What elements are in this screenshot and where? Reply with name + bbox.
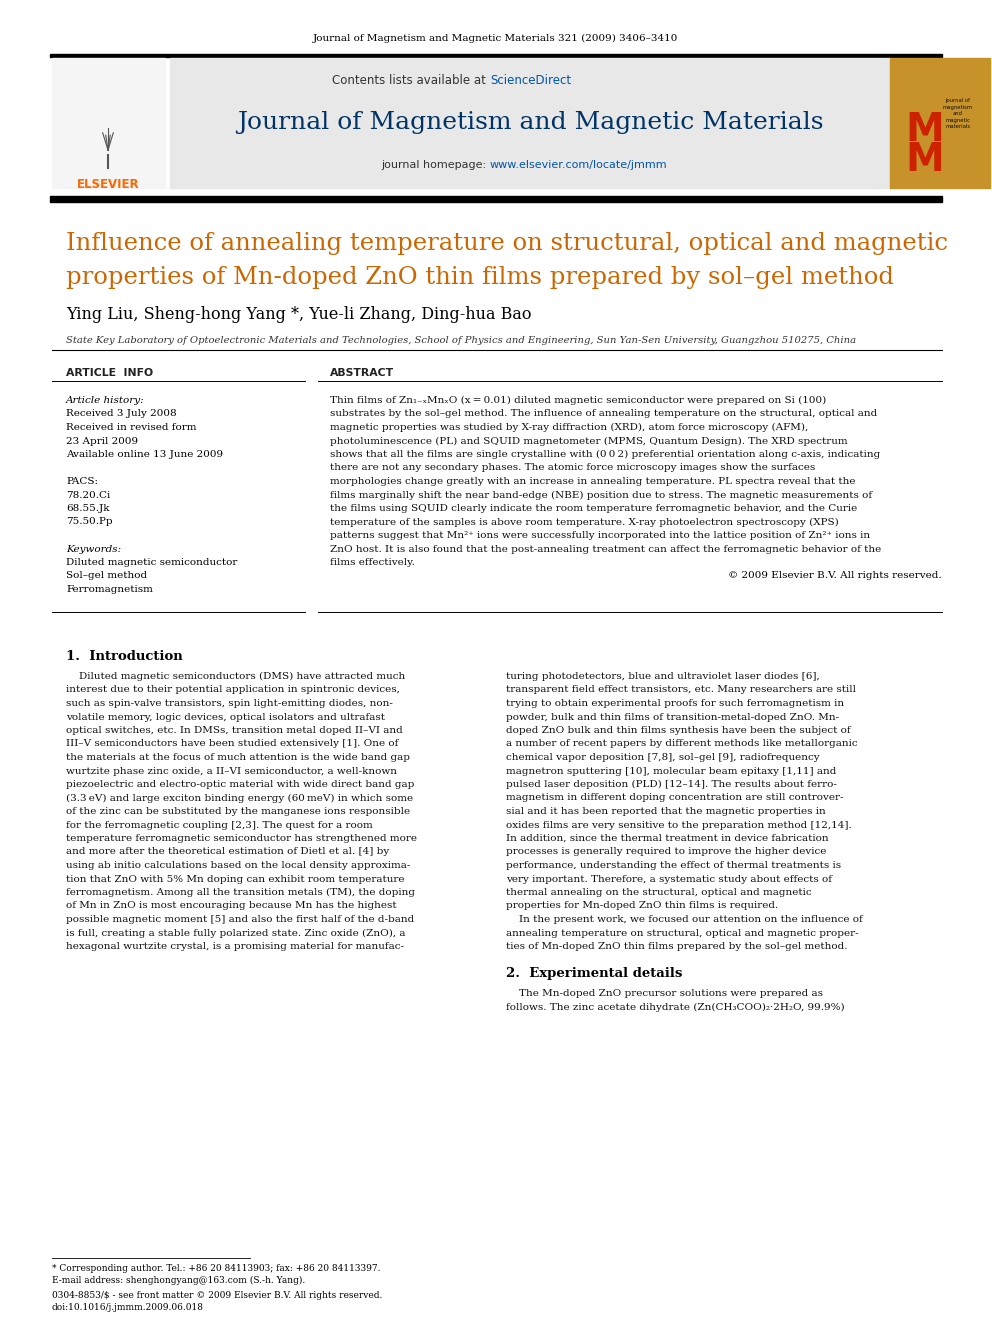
Text: piezoelectric and electro-optic material with wide direct band gap: piezoelectric and electro-optic material… xyxy=(66,781,415,789)
Text: for the ferromagnetic coupling [2,3]. The quest for a room: for the ferromagnetic coupling [2,3]. Th… xyxy=(66,820,373,830)
Text: doi:10.1016/j.jmmm.2009.06.018: doi:10.1016/j.jmmm.2009.06.018 xyxy=(52,1303,204,1312)
Text: properties of Mn-doped ZnO thin films prepared by sol–gel method: properties of Mn-doped ZnO thin films pr… xyxy=(66,266,894,288)
Text: substrates by the sol–gel method. The influence of annealing temperature on the : substrates by the sol–gel method. The in… xyxy=(330,410,877,418)
Text: properties for Mn-doped ZnO thin films is required.: properties for Mn-doped ZnO thin films i… xyxy=(506,901,779,910)
Text: Journal of Magnetism and Magnetic Materials: Journal of Magnetism and Magnetic Materi… xyxy=(237,111,823,134)
Text: interest due to their potential application in spintronic devices,: interest due to their potential applicat… xyxy=(66,685,400,695)
Text: oxides films are very sensitive to the preparation method [12,14].: oxides films are very sensitive to the p… xyxy=(506,820,852,830)
Text: transparent field effect transistors, etc. Many researchers are still: transparent field effect transistors, et… xyxy=(506,685,856,695)
Text: ferromagnetism. Among all the transition metals (TM), the doping: ferromagnetism. Among all the transition… xyxy=(66,888,415,897)
Text: ties of Mn-doped ZnO thin films prepared by the sol–gel method.: ties of Mn-doped ZnO thin films prepared… xyxy=(506,942,847,951)
Text: Diluted magnetic semiconductors (DMS) have attracted much: Diluted magnetic semiconductors (DMS) ha… xyxy=(66,672,406,681)
Text: Ying Liu, Sheng-hong Yang *, Yue-li Zhang, Ding-hua Bao: Ying Liu, Sheng-hong Yang *, Yue-li Zhan… xyxy=(66,306,532,323)
Bar xyxy=(52,58,165,188)
Text: there are not any secondary phases. The atomic force microscopy images show the : there are not any secondary phases. The … xyxy=(330,463,815,472)
Text: Contents lists available at: Contents lists available at xyxy=(332,74,490,86)
Text: PACS:: PACS: xyxy=(66,478,98,486)
Text: volatile memory, logic devices, optical isolators and ultrafast: volatile memory, logic devices, optical … xyxy=(66,713,385,721)
Text: is full, creating a stable fully polarized state. Zinc oxide (ZnO), a: is full, creating a stable fully polariz… xyxy=(66,929,406,938)
Text: processes is generally required to improve the higher device: processes is generally required to impro… xyxy=(506,848,826,856)
Text: very important. Therefore, a systematic study about effects of: very important. Therefore, a systematic … xyxy=(506,875,832,884)
Text: using ab initio calculations based on the local density approxima-: using ab initio calculations based on th… xyxy=(66,861,411,871)
Text: pulsed laser deposition (PLD) [12–14]. The results about ferro-: pulsed laser deposition (PLD) [12–14]. T… xyxy=(506,781,837,789)
Text: ZnO host. It is also found that the post-annealing treatment can affect the ferr: ZnO host. It is also found that the post… xyxy=(330,545,881,553)
Text: such as spin-valve transistors, spin light-emitting diodes, non-: such as spin-valve transistors, spin lig… xyxy=(66,699,393,708)
Text: E-mail address: shenghongyang@163.com (S.-h. Yang).: E-mail address: shenghongyang@163.com (S… xyxy=(52,1275,306,1285)
Text: Diluted magnetic semiconductor: Diluted magnetic semiconductor xyxy=(66,558,237,568)
Text: performance, understanding the effect of thermal treatments is: performance, understanding the effect of… xyxy=(506,861,841,871)
Text: State Key Laboratory of Optoelectronic Materials and Technologies, School of Phy: State Key Laboratory of Optoelectronic M… xyxy=(66,336,856,345)
Text: shows that all the films are single crystalline with (0 0 2) preferential orient: shows that all the films are single crys… xyxy=(330,450,880,459)
Text: chemical vapor deposition [7,8], sol–gel [9], radiofrequency: chemical vapor deposition [7,8], sol–gel… xyxy=(506,753,819,762)
Text: 0304-8853/$ - see front matter © 2009 Elsevier B.V. All rights reserved.: 0304-8853/$ - see front matter © 2009 El… xyxy=(52,1291,382,1301)
Text: Keywords:: Keywords: xyxy=(66,545,121,553)
Text: Influence of annealing temperature on structural, optical and magnetic: Influence of annealing temperature on st… xyxy=(66,232,948,255)
Text: ScienceDirect: ScienceDirect xyxy=(490,74,571,86)
Text: possible magnetic moment [5] and also the first half of the d-band: possible magnetic moment [5] and also th… xyxy=(66,916,415,923)
Text: © 2009 Elsevier B.V. All rights reserved.: © 2009 Elsevier B.V. All rights reserved… xyxy=(728,572,942,581)
Text: Received in revised form: Received in revised form xyxy=(66,423,196,433)
Text: Thin films of Zn₁₋ₓMnₓO (x = 0.01) diluted magnetic semiconductor were prepared : Thin films of Zn₁₋ₓMnₓO (x = 0.01) dilut… xyxy=(330,396,826,405)
Text: the materials at the focus of much attention is the wide band gap: the materials at the focus of much atten… xyxy=(66,753,410,762)
Text: trying to obtain experimental proofs for such ferromagnetism in: trying to obtain experimental proofs for… xyxy=(506,699,844,708)
Bar xyxy=(50,54,942,57)
Text: 78.20.Ci: 78.20.Ci xyxy=(66,491,110,500)
Text: * Corresponding author. Tel.: +86 20 84113903; fax: +86 20 84113397.: * Corresponding author. Tel.: +86 20 841… xyxy=(52,1263,381,1273)
Text: In the present work, we focused our attention on the influence of: In the present work, we focused our atte… xyxy=(506,916,863,923)
Text: journal homepage:: journal homepage: xyxy=(381,160,490,169)
Text: optical switches, etc. In DMSs, transition metal doped II–VI and: optical switches, etc. In DMSs, transiti… xyxy=(66,726,403,736)
Text: III–V semiconductors have been studied extensively [1]. One of: III–V semiconductors have been studied e… xyxy=(66,740,399,749)
Text: 23 April 2009: 23 April 2009 xyxy=(66,437,138,446)
Text: follows. The zinc acetate dihydrate (Zn(CH₃COO)₂·2H₂O, 99.9%): follows. The zinc acetate dihydrate (Zn(… xyxy=(506,1003,844,1012)
Text: doped ZnO bulk and thin films synthesis have been the subject of: doped ZnO bulk and thin films synthesis … xyxy=(506,726,850,736)
Text: Available online 13 June 2009: Available online 13 June 2009 xyxy=(66,450,223,459)
Text: temperature ferromagnetic semiconductor has strengthened more: temperature ferromagnetic semiconductor … xyxy=(66,833,417,843)
Text: Journal of Magnetism and Magnetic Materials 321 (2009) 3406–3410: Journal of Magnetism and Magnetic Materi… xyxy=(313,33,679,42)
Bar xyxy=(890,58,990,188)
Text: Article history:: Article history: xyxy=(66,396,145,405)
Text: 75.50.Pp: 75.50.Pp xyxy=(66,517,113,527)
Text: temperature of the samples is above room temperature. X-ray photoelectron spectr: temperature of the samples is above room… xyxy=(330,517,839,527)
Text: 68.55.Jk: 68.55.Jk xyxy=(66,504,109,513)
Text: films effectively.: films effectively. xyxy=(330,558,415,568)
Text: ARTICLE  INFO: ARTICLE INFO xyxy=(66,368,153,378)
Text: ELSEVIER: ELSEVIER xyxy=(76,179,139,191)
Bar xyxy=(170,58,890,188)
Text: photoluminescence (PL) and SQUID magnetometer (MPMS, Quantum Design). The XRD sp: photoluminescence (PL) and SQUID magneto… xyxy=(330,437,847,446)
Text: annealing temperature on structural, optical and magnetic proper-: annealing temperature on structural, opt… xyxy=(506,929,859,938)
Text: Sol–gel method: Sol–gel method xyxy=(66,572,147,581)
Text: (3.3 eV) and large exciton binding energy (60 meV) in which some: (3.3 eV) and large exciton binding energ… xyxy=(66,794,413,803)
Text: hexagonal wurtzite crystal, is a promising material for manufac-: hexagonal wurtzite crystal, is a promisi… xyxy=(66,942,404,951)
Text: morphologies change greatly with an increase in annealing temperature. PL spectr: morphologies change greatly with an incr… xyxy=(330,478,855,486)
Text: 2.  Experimental details: 2. Experimental details xyxy=(506,967,682,980)
Text: powder, bulk and thin films of transition-metal-doped ZnO. Mn-: powder, bulk and thin films of transitio… xyxy=(506,713,839,721)
Text: the films using SQUID clearly indicate the room temperature ferromagnetic behavi: the films using SQUID clearly indicate t… xyxy=(330,504,857,513)
Text: magnetic properties was studied by X-ray diffraction (XRD), atom force microscop: magnetic properties was studied by X-ray… xyxy=(330,423,808,433)
Text: a number of recent papers by different methods like metallorganic: a number of recent papers by different m… xyxy=(506,740,858,749)
Text: M: M xyxy=(906,111,944,149)
Text: sial and it has been reported that the magnetic properties in: sial and it has been reported that the m… xyxy=(506,807,825,816)
Text: wurtzite phase zinc oxide, a II–VI semiconductor, a well-known: wurtzite phase zinc oxide, a II–VI semic… xyxy=(66,766,397,775)
Text: films marginally shift the near band-edge (NBE) position due to stress. The magn: films marginally shift the near band-edg… xyxy=(330,491,872,500)
Text: turing photodetectors, blue and ultraviolet laser diodes [6],: turing photodetectors, blue and ultravio… xyxy=(506,672,819,681)
Text: magnetron sputtering [10], molecular beam epitaxy [1,11] and: magnetron sputtering [10], molecular bea… xyxy=(506,766,836,775)
Text: In addition, since the thermal treatment in device fabrication: In addition, since the thermal treatment… xyxy=(506,833,828,843)
Text: 1.  Introduction: 1. Introduction xyxy=(66,650,183,663)
Text: patterns suggest that Mn²⁺ ions were successfully incorporated into the lattice : patterns suggest that Mn²⁺ ions were suc… xyxy=(330,531,870,540)
Text: Received 3 July 2008: Received 3 July 2008 xyxy=(66,410,177,418)
Text: ABSTRACT: ABSTRACT xyxy=(330,368,394,378)
Text: and more after the theoretical estimation of Dietl et al. [4] by: and more after the theoretical estimatio… xyxy=(66,848,389,856)
Text: The Mn-doped ZnO precursor solutions were prepared as: The Mn-doped ZnO precursor solutions wer… xyxy=(506,990,823,999)
Text: Ferromagnetism: Ferromagnetism xyxy=(66,585,153,594)
Bar xyxy=(50,196,942,202)
Text: magnetism in different doping concentration are still controver-: magnetism in different doping concentrat… xyxy=(506,794,843,803)
Text: thermal annealing on the structural, optical and magnetic: thermal annealing on the structural, opt… xyxy=(506,888,811,897)
Text: www.elsevier.com/locate/jmmm: www.elsevier.com/locate/jmmm xyxy=(490,160,668,169)
Text: of the zinc can be substituted by the manganese ions responsible: of the zinc can be substituted by the ma… xyxy=(66,807,410,816)
Text: journal of
magnetism
and
magnetic
materials: journal of magnetism and magnetic materi… xyxy=(943,98,973,130)
Text: of Mn in ZnO is most encouraging because Mn has the highest: of Mn in ZnO is most encouraging because… xyxy=(66,901,397,910)
Text: tion that ZnO with 5% Mn doping can exhibit room temperature: tion that ZnO with 5% Mn doping can exhi… xyxy=(66,875,405,884)
Text: M: M xyxy=(906,142,944,179)
